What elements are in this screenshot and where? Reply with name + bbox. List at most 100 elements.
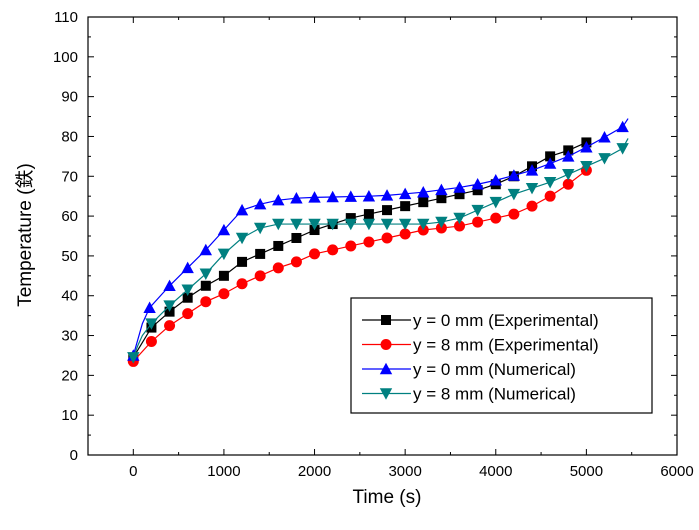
data-point: [380, 189, 394, 201]
y-tick-label: 10: [61, 407, 78, 424]
data-point: [253, 197, 267, 210]
data-point: [308, 191, 321, 203]
data-point: [398, 218, 412, 231]
data-point: [418, 197, 429, 208]
data-point: [508, 208, 520, 220]
data-point: [181, 284, 194, 296]
data-point: [525, 164, 539, 176]
data-point: [472, 185, 483, 196]
data-point: [362, 218, 376, 231]
data-point: [380, 218, 394, 231]
data-point: [580, 141, 593, 153]
data-point: [218, 270, 229, 281]
legend-label: y = 8 mm (Experimental): [413, 336, 599, 355]
y-tick-label: 80: [61, 128, 78, 145]
data-point: [255, 248, 266, 259]
data-point: [398, 187, 412, 200]
series-layer: [127, 118, 629, 367]
legend-item-3: y = 0 mm (Numerical): [362, 360, 576, 379]
x-tick-label: 6000: [660, 463, 693, 480]
data-point: [363, 236, 375, 248]
legend-item-4: y = 8 mm (Numerical): [362, 385, 576, 404]
data-point: [182, 292, 193, 303]
data-point: [236, 278, 248, 290]
data-point: [326, 218, 339, 231]
data-point: [254, 270, 266, 282]
data-point: [489, 196, 502, 209]
data-point: [507, 188, 521, 201]
data-point: [253, 222, 267, 235]
data-point: [181, 261, 194, 274]
x-tick-label: 1000: [207, 463, 240, 480]
data-point: [237, 256, 248, 267]
data-point: [309, 248, 321, 260]
data-point: [543, 157, 557, 169]
data-point: [200, 296, 212, 308]
y-tick-label: 40: [61, 288, 78, 305]
legend-item-1: y = 0 mm (Experimental): [362, 311, 599, 330]
legend-label: y = 0 mm (Experimental): [413, 311, 599, 330]
data-point: [453, 212, 466, 225]
y-tick-label: 90: [61, 89, 78, 106]
data-point: [526, 200, 538, 212]
data-point: [291, 232, 302, 243]
data-point: [417, 186, 430, 198]
data-point: [217, 248, 231, 261]
data-point: [435, 183, 448, 196]
data-point: [616, 120, 629, 133]
data-point: [544, 190, 556, 202]
data-point: [598, 131, 611, 143]
data-point: [199, 243, 212, 256]
data-point: [454, 220, 466, 232]
legend-label: y = 8 mm (Numerical): [413, 385, 576, 404]
legend-marker: [379, 388, 393, 400]
data-point: [471, 178, 484, 190]
data-point: [616, 143, 629, 155]
series-4: [127, 138, 629, 364]
data-point: [454, 189, 465, 200]
data-point: [199, 268, 212, 281]
data-point: [435, 216, 448, 229]
data-point: [163, 279, 176, 292]
data-point: [235, 232, 249, 245]
data-point: [562, 150, 575, 162]
data-point: [145, 336, 157, 348]
data-point: [235, 203, 249, 216]
data-point: [273, 240, 284, 251]
data-point: [381, 232, 393, 244]
data-point: [400, 201, 411, 212]
data-point: [290, 256, 302, 268]
data-point: [345, 240, 357, 252]
data-point: [362, 189, 376, 202]
y-tick-label: 30: [61, 328, 78, 345]
legend: y = 0 mm (Experimental) y = 8 mm (Experim…: [350, 297, 653, 414]
legend-marker: [379, 362, 393, 375]
data-point: [163, 300, 176, 312]
data-point: [472, 216, 484, 228]
data-point: [344, 190, 357, 202]
data-point: [344, 218, 357, 231]
y-tick-label: 50: [61, 248, 78, 265]
x-tick-label: 4000: [479, 463, 512, 480]
x-tick-label: 5000: [570, 463, 603, 480]
data-point: [326, 190, 339, 203]
data-point: [345, 213, 356, 224]
data-point: [143, 301, 156, 313]
data-point: [598, 153, 611, 165]
data-point: [327, 244, 339, 256]
series-3: [127, 118, 629, 361]
x-tick-label: 2000: [298, 463, 331, 480]
data-point: [272, 193, 285, 206]
y-tick-label: 70: [61, 168, 78, 185]
data-point: [562, 169, 575, 181]
axes-layer: 0 1000 2000 3000 4000 5000 6000 0 10 20 30 40 50 60 70…: [53, 9, 694, 480]
data-point: [562, 178, 574, 190]
data-point: [417, 218, 430, 231]
data-point: [453, 181, 466, 193]
data-point: [543, 176, 557, 189]
y-tick-label: 60: [61, 208, 78, 225]
data-point: [290, 191, 303, 204]
data-point: [272, 262, 284, 274]
legend-item-2: y = 8 mm (Experimental): [362, 336, 599, 355]
